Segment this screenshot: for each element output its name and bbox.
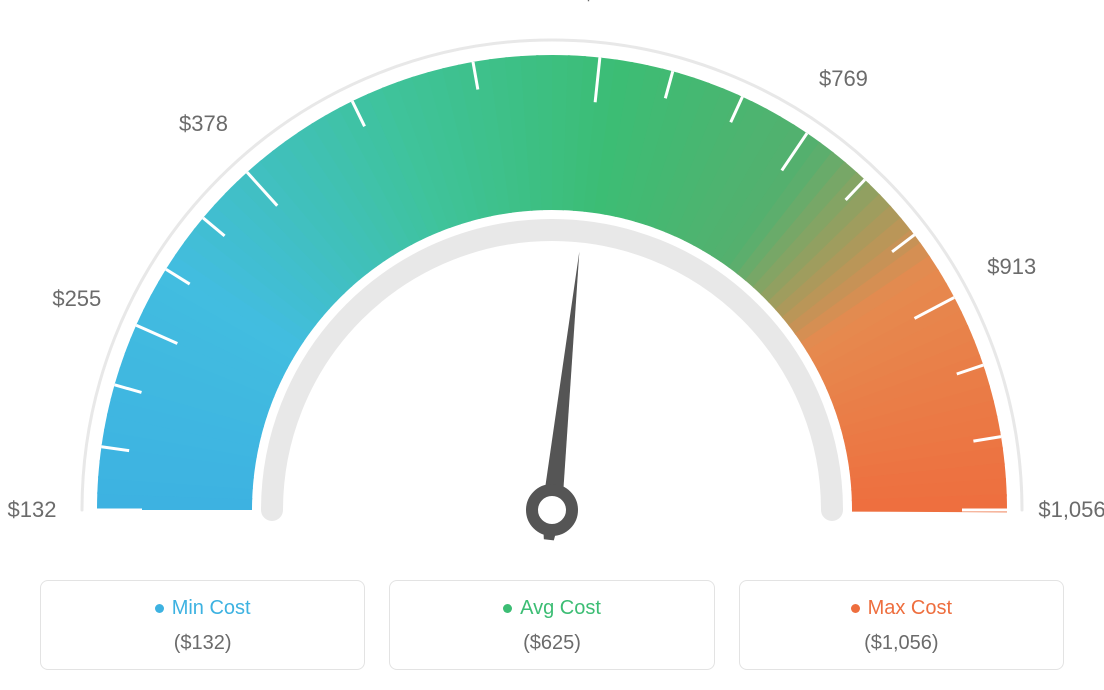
gauge-tick-label: $132 [8,497,57,523]
legend-label-min: Min Cost [172,597,251,620]
legend-dot-avg [503,604,512,613]
legend-value-avg: ($625) [400,632,703,655]
legend-label-avg: Avg Cost [520,597,601,620]
cost-gauge: $132 $255 $378 $625 $769 $913 $1,056 [0,0,1104,560]
gauge-tick-label: $378 [179,111,228,137]
legend-value-max: ($1,056) [750,632,1053,655]
gauge-tick-label: $913 [987,254,1036,280]
legend-dot-min [155,604,164,613]
legend-title-min: Min Cost [155,597,251,620]
legend-card-min: Min Cost ($132) [40,580,365,670]
legend-dot-max [851,604,860,613]
gauge-tick-label: $769 [819,66,868,92]
legend-title-max: Max Cost [851,597,952,620]
legend-card-avg: Avg Cost ($625) [389,580,714,670]
gauge-tick-label: $1,056 [1038,497,1104,523]
legend-title-avg: Avg Cost [503,597,601,620]
gauge-svg [0,0,1104,560]
legend-label-max: Max Cost [868,597,952,620]
legend-card-max: Max Cost ($1,056) [739,580,1064,670]
legend-value-min: ($132) [51,632,354,655]
legend-row: Min Cost ($132) Avg Cost ($625) Max Cost… [0,580,1104,670]
gauge-tick-label: $255 [52,286,101,312]
gauge-tick-label: $625 [582,0,631,6]
